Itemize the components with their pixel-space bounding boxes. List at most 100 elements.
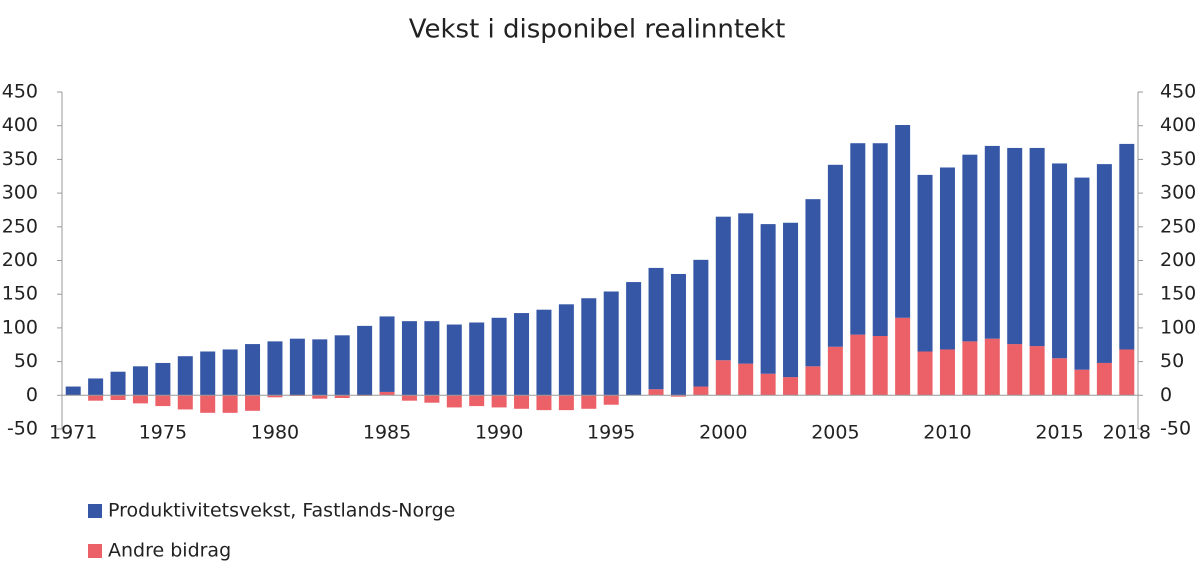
bar bbox=[648, 389, 664, 396]
bar bbox=[514, 395, 530, 409]
bar bbox=[334, 395, 350, 398]
y2-tick-label: 50 bbox=[1160, 350, 1184, 372]
bar bbox=[536, 395, 552, 411]
y-tick-label: 450 bbox=[2, 81, 38, 103]
bar bbox=[760, 224, 776, 374]
bar bbox=[88, 395, 104, 401]
bar bbox=[603, 291, 619, 396]
y-tick-label: 250 bbox=[2, 215, 38, 237]
bar bbox=[110, 371, 126, 396]
bar bbox=[424, 395, 440, 403]
y-tick-label: 150 bbox=[2, 283, 38, 305]
bar bbox=[88, 378, 104, 396]
bar bbox=[783, 377, 799, 396]
legend-swatch bbox=[88, 504, 102, 518]
bar bbox=[670, 273, 686, 396]
bar bbox=[357, 325, 373, 396]
bar bbox=[670, 395, 686, 397]
x-tick-label: 2005 bbox=[811, 422, 859, 444]
bar bbox=[962, 341, 978, 396]
x-tick-label: 1975 bbox=[139, 422, 187, 444]
bar bbox=[648, 267, 664, 390]
bar bbox=[827, 346, 843, 396]
bar bbox=[155, 395, 171, 407]
bar bbox=[132, 395, 148, 404]
y-tick-label: 200 bbox=[2, 249, 38, 271]
x-tick-label: 2018 bbox=[1103, 422, 1151, 444]
bar bbox=[177, 395, 193, 410]
bar bbox=[245, 344, 261, 396]
bar bbox=[334, 335, 350, 396]
bar bbox=[558, 395, 574, 411]
y-tick-label: 100 bbox=[2, 316, 38, 338]
bar bbox=[872, 143, 888, 336]
bar bbox=[738, 213, 754, 364]
bar bbox=[1096, 164, 1112, 363]
bar bbox=[693, 386, 709, 396]
bar bbox=[491, 395, 507, 408]
bar bbox=[984, 338, 1000, 396]
bar bbox=[1074, 177, 1090, 370]
bar bbox=[424, 321, 440, 396]
bar bbox=[715, 216, 731, 361]
legend-swatch bbox=[88, 544, 102, 558]
y-tick-label: 300 bbox=[2, 182, 38, 204]
bar bbox=[1119, 143, 1135, 350]
bar bbox=[1007, 344, 1023, 396]
bar bbox=[446, 324, 462, 396]
y2-tick-label: -50 bbox=[1160, 418, 1191, 440]
bar bbox=[917, 351, 933, 396]
bar bbox=[491, 317, 507, 396]
x-tick-label: 2010 bbox=[923, 422, 971, 444]
bar bbox=[715, 360, 731, 396]
bar bbox=[1029, 147, 1045, 347]
y-tick-label: -50 bbox=[7, 418, 38, 440]
bar bbox=[1074, 369, 1090, 396]
bar bbox=[446, 395, 462, 408]
bar bbox=[1119, 349, 1135, 396]
x-tick-label: 1971 bbox=[49, 422, 97, 444]
y2-tick-label: 250 bbox=[1160, 215, 1196, 237]
bar bbox=[939, 349, 955, 396]
legend-label: Andre bidrag bbox=[108, 540, 231, 562]
bar bbox=[626, 282, 642, 396]
bar bbox=[738, 363, 754, 396]
y-tick-label: 0 bbox=[26, 384, 38, 406]
bar bbox=[783, 222, 799, 378]
bar bbox=[65, 386, 81, 396]
bar bbox=[805, 366, 821, 396]
y2-tick-label: 150 bbox=[1160, 283, 1196, 305]
bar bbox=[850, 143, 866, 335]
x-tick-label: 1980 bbox=[251, 422, 299, 444]
y2-tick-label: 450 bbox=[1160, 81, 1196, 103]
bar bbox=[895, 317, 911, 396]
y2-tick-label: 300 bbox=[1160, 182, 1196, 204]
bar bbox=[514, 313, 530, 396]
bar bbox=[917, 174, 933, 352]
bar bbox=[312, 395, 328, 399]
y2-tick-label: 400 bbox=[1160, 114, 1196, 136]
bar bbox=[379, 316, 395, 392]
y2-tick-label: 350 bbox=[1160, 148, 1196, 170]
bar bbox=[805, 199, 821, 367]
y-tick-label: 400 bbox=[2, 114, 38, 136]
y-tick-label: 350 bbox=[2, 148, 38, 170]
bar bbox=[693, 259, 709, 387]
x-tick-label: 1985 bbox=[363, 422, 411, 444]
bar bbox=[850, 334, 866, 396]
y2-tick-label: 0 bbox=[1160, 384, 1172, 406]
bar bbox=[245, 395, 261, 411]
y2-tick-label: 100 bbox=[1160, 316, 1196, 338]
bar bbox=[558, 304, 574, 396]
bar bbox=[581, 298, 597, 396]
bar bbox=[760, 373, 776, 396]
bar bbox=[200, 351, 216, 396]
bar bbox=[289, 338, 305, 396]
bar bbox=[469, 322, 485, 396]
bar bbox=[312, 339, 328, 396]
y2-tick-label: 200 bbox=[1160, 249, 1196, 271]
x-tick-label: 2015 bbox=[1035, 422, 1083, 444]
bar bbox=[536, 309, 552, 396]
bar bbox=[267, 341, 283, 396]
